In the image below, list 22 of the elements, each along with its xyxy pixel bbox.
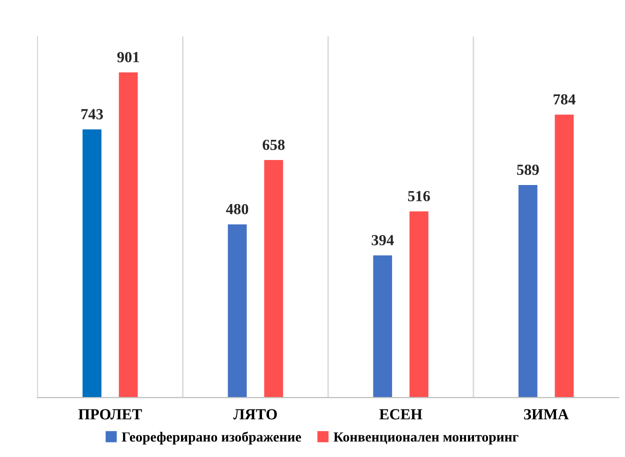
bar <box>264 160 284 398</box>
x-tick-label: ЕСЕН <box>379 409 422 420</box>
bar <box>410 211 428 398</box>
x-tick-label: ЛЯТО <box>233 409 277 420</box>
data-label: 589 <box>517 164 539 175</box>
data-label: 394 <box>372 235 394 246</box>
data-label: 901 <box>117 52 139 62</box>
data-label: 516 <box>408 191 430 202</box>
legend-label: Конвенционален мониторинг <box>334 432 518 444</box>
data-label: 784 <box>554 94 576 105</box>
bar <box>118 72 138 398</box>
bar <box>554 114 574 398</box>
data-label: 743 <box>81 109 103 120</box>
bar <box>82 129 102 398</box>
x-tick-label: ПРОЛЕТ <box>78 409 142 420</box>
data-label: 480 <box>226 204 248 214</box>
legend-label: Геореферирано изображение <box>122 432 302 444</box>
bar <box>228 224 247 398</box>
bar <box>373 255 392 398</box>
bar <box>518 184 538 398</box>
data-label: 658 <box>262 140 285 150</box>
x-tick-label: ЗИМА <box>524 409 569 420</box>
